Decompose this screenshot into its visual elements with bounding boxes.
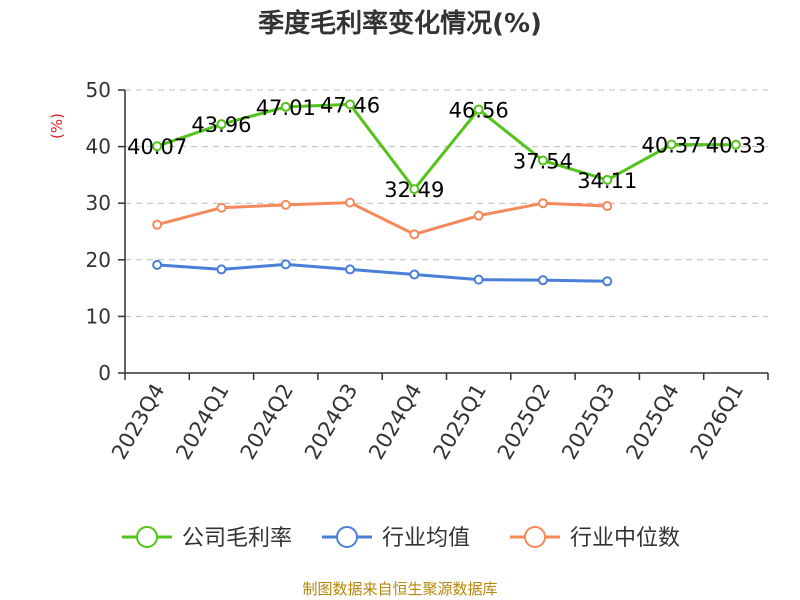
x-tick-labels: 2023Q4 2024Q1 2024Q2 2024Q3 2024Q4 2025Q1 2025… <box>107 380 748 464</box>
data-point <box>409 269 420 280</box>
legend-label: 行业中位数 <box>570 526 680 551</box>
x-tick-label: 2024Q2 <box>236 380 298 464</box>
x-tick-label: 2025Q3 <box>557 380 619 464</box>
y-tick-label: 40 <box>86 135 111 159</box>
series-line <box>157 262 608 283</box>
chart-title: 季度毛利率变化情况(%) <box>258 8 542 39</box>
series-0 <box>152 99 741 195</box>
x-tick-label: 2025Q1 <box>429 380 491 464</box>
x-tick-label: 2025Q2 <box>493 380 555 464</box>
data-point <box>409 229 420 240</box>
y-tick-labels: 0 10 20 30 40 50 <box>86 78 111 385</box>
data-point <box>216 202 227 213</box>
legend: 公司毛利率 行业均值 行业中位数 <box>122 526 680 551</box>
data-label: 40.07 <box>127 135 187 159</box>
data-point <box>345 99 356 110</box>
y-axis-unit-label: (%) <box>48 113 66 139</box>
data-label: 37.54 <box>513 150 573 174</box>
legend-marker <box>524 526 546 548</box>
legend-label: 公司毛利率 <box>182 526 292 551</box>
data-point <box>152 141 163 152</box>
series-line <box>156 102 736 191</box>
x-tick-label: 2024Q4 <box>364 380 426 464</box>
data-label: 43.96 <box>191 113 251 137</box>
series-lines <box>152 99 741 287</box>
y-tick-label: 20 <box>86 248 111 272</box>
data-point <box>537 275 548 286</box>
data-point <box>345 197 356 208</box>
legend-item-0: 公司毛利率 <box>122 526 292 551</box>
data-point <box>345 264 356 275</box>
legend-label: 行业均值 <box>382 526 470 551</box>
y-tick-label: 0 <box>98 361 111 385</box>
data-point <box>602 201 613 212</box>
source-note: 制图数据来自恒生聚源数据库 <box>302 580 497 598</box>
data-label: 40.33 <box>706 134 766 158</box>
data-point <box>473 274 484 285</box>
data-point <box>666 139 677 150</box>
data-point <box>280 101 291 112</box>
data-point <box>537 155 548 166</box>
data-point <box>152 259 163 270</box>
x-tick-label: 2023Q4 <box>107 380 169 464</box>
data-point <box>152 219 163 230</box>
legend-marker <box>336 526 358 548</box>
data-point <box>473 104 484 115</box>
data-label: 46.56 <box>449 98 509 122</box>
data-point <box>473 210 484 221</box>
axes <box>118 89 769 380</box>
legend-item-1: 行业均值 <box>322 526 470 551</box>
series-line <box>156 201 608 236</box>
y-tick-label: 50 <box>86 78 111 102</box>
series-2 <box>152 197 613 240</box>
x-tick-label: 2024Q1 <box>171 380 233 464</box>
data-point <box>602 276 613 287</box>
y-tick-label: 10 <box>86 304 111 328</box>
data-point <box>602 174 613 185</box>
data-point <box>537 198 548 209</box>
legend-marker <box>136 526 158 548</box>
data-point <box>730 139 741 150</box>
data-point <box>280 259 291 270</box>
data-label: 47.01 <box>256 96 316 120</box>
data-label: 40.37 <box>641 134 701 158</box>
data-label: 47.46 <box>320 93 380 117</box>
grid-lines <box>125 89 768 317</box>
x-tick-label: 2025Q4 <box>621 380 683 464</box>
x-tick-label: 2024Q3 <box>300 380 362 464</box>
legend-item-2: 行业中位数 <box>510 526 680 551</box>
data-point <box>409 184 420 195</box>
data-point <box>216 119 227 130</box>
data-point <box>216 264 227 275</box>
data-point <box>280 199 291 210</box>
data-label: 32.49 <box>384 178 444 202</box>
y-tick-label: 30 <box>86 191 111 215</box>
data-label: 34.11 <box>577 169 637 193</box>
series-1 <box>152 259 613 287</box>
x-tick-label: 2026Q1 <box>686 380 748 464</box>
